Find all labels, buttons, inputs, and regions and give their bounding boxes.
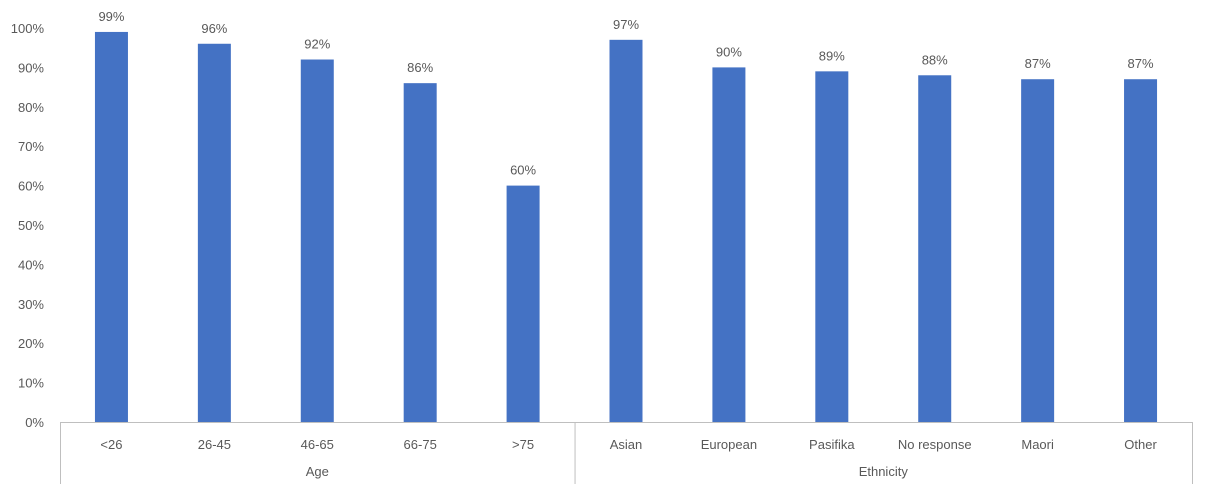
y-axis: 0% 10% 20% 30% 40% 50% 60% 70% 80% 90% 100% [11, 21, 45, 430]
data-label: 90% [716, 44, 742, 59]
bar [918, 75, 952, 422]
x-tick-label: <26 [100, 437, 122, 452]
y-tick-label: 100% [11, 21, 45, 36]
bar [815, 71, 849, 422]
data-label: 87% [1128, 56, 1154, 71]
y-tick-label: 30% [18, 297, 44, 312]
bar [403, 83, 437, 422]
data-label: 92% [304, 37, 330, 52]
data-label: 99% [98, 9, 124, 24]
x-tick-label: 46-65 [301, 437, 334, 452]
bar [712, 67, 746, 423]
y-tick-label: 60% [18, 179, 44, 194]
y-tick-label: 70% [18, 139, 44, 154]
y-tick-label: 80% [18, 100, 44, 115]
data-label: 97% [613, 17, 639, 32]
y-tick-label: 90% [18, 60, 44, 75]
bar [197, 43, 231, 422]
data-label: 87% [1025, 56, 1051, 71]
x-tick-label: Other [1124, 437, 1157, 452]
y-tick-label: 50% [18, 218, 44, 233]
data-label: 89% [819, 48, 845, 63]
group-label: Ethnicity [859, 464, 909, 479]
x-tick-label: Pasifika [809, 437, 855, 452]
y-tick-label: 40% [18, 257, 44, 272]
group-label: Age [306, 464, 329, 479]
y-tick-label: 0% [25, 415, 44, 430]
bar [609, 39, 643, 422]
data-label: 86% [407, 60, 433, 75]
bar [506, 185, 540, 422]
data-label: 60% [510, 163, 536, 178]
y-tick-label: 20% [18, 336, 44, 351]
bar [94, 31, 128, 422]
bar [1124, 79, 1158, 422]
x-tick-label: >75 [512, 437, 534, 452]
data-label: 88% [922, 52, 948, 67]
x-axis: <26 26-45 46-65 66-75 >75 Asian European Pasifi… [60, 422, 1193, 484]
bar [300, 59, 334, 423]
y-tick-label: 10% [18, 376, 44, 391]
x-tick-label: Asian [610, 437, 643, 452]
data-labels: 99% 96% 92% 86% 60% 97% 90% 89% 88% 87% 87% [98, 9, 1154, 178]
bar [1021, 79, 1055, 422]
data-label: 96% [201, 21, 227, 36]
x-tick-label: Maori [1021, 437, 1054, 452]
x-tick-label: No response [898, 437, 972, 452]
x-tick-label: 66-75 [404, 437, 437, 452]
x-tick-label: European [701, 437, 757, 452]
bars [94, 31, 1158, 423]
x-tick-label: 26-45 [198, 437, 231, 452]
